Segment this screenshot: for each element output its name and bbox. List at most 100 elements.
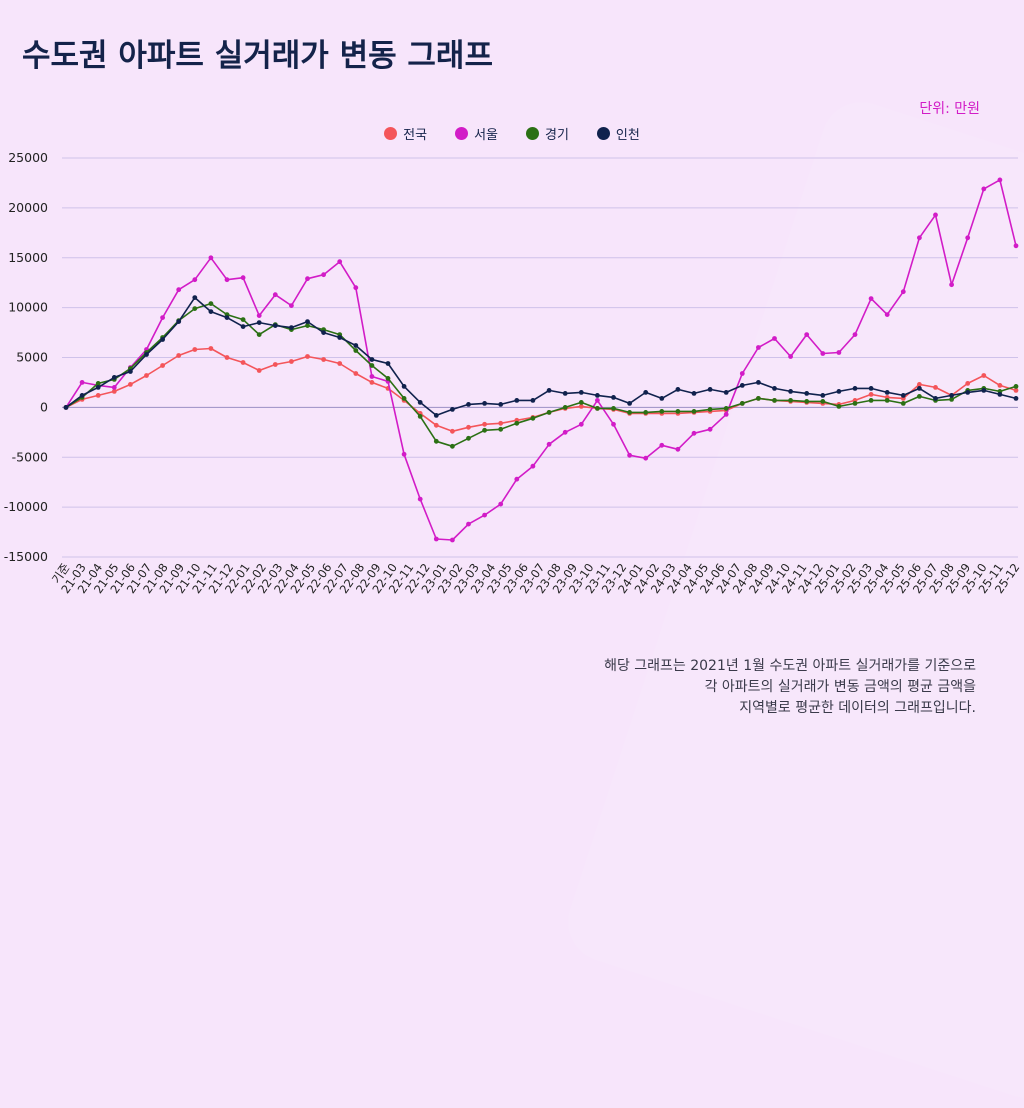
data-point [385,376,391,381]
data-point [691,391,697,396]
data-point [482,421,487,427]
data-point [820,399,826,404]
legend-item: 경기 [526,124,569,143]
data-point [627,410,632,415]
data-point [433,422,439,428]
data-point [466,521,471,527]
data-point [369,380,375,385]
data-point [433,438,439,444]
data-point [772,336,777,341]
data-point [1013,384,1019,389]
chart-legend: 전국 서울 경기 인천 [0,124,1024,143]
data-point [917,394,922,399]
data-point [369,357,375,362]
data-point [756,380,761,385]
data-point [900,289,906,295]
data-point [578,400,584,405]
data-point [530,463,536,469]
note-line: 지역별로 평균한 데이터의 그래프입니다. [739,700,976,716]
data-point [160,337,166,342]
data-point [917,382,922,387]
data-point [756,345,761,350]
data-point [176,287,182,293]
legend-marker [526,127,539,140]
data-point [240,275,246,281]
data-point [127,369,133,374]
data-point [433,536,439,542]
data-point [997,383,1003,388]
data-point [578,390,584,395]
data-point [514,420,520,426]
y-tick-label: 5000 [16,350,48,365]
data-point [659,409,665,414]
data-point [272,323,278,328]
page-title: 수도권 아파트 실거래가 변동 그래프 [22,38,493,74]
data-point [675,387,681,392]
data-point [337,335,343,340]
data-point [820,351,826,356]
legend-item: 서울 [455,124,498,143]
legend-label: 인천 [615,128,640,143]
data-point [353,348,359,353]
data-point [321,357,326,362]
data-point [546,388,552,393]
data-point [546,410,552,415]
data-point [804,332,810,337]
data-point [514,476,520,482]
data-point [160,315,166,320]
y-tick-label: -5000 [12,449,48,464]
data-point [111,389,117,394]
data-point [884,398,890,403]
data-point [868,398,874,403]
data-point [691,430,697,436]
data-point [788,389,793,394]
data-point [321,330,326,335]
data-point [224,315,230,320]
data-point [369,374,375,379]
data-point [353,285,359,291]
data-point [836,389,842,394]
data-point [981,186,987,192]
data-point [772,398,777,403]
data-point [224,277,230,283]
data-point [79,380,85,385]
data-point [659,442,665,448]
data-point [675,409,681,414]
y-tick-label: -15000 [4,549,48,564]
data-point [804,391,810,396]
data-point [917,386,922,391]
data-point [369,363,375,368]
data-point [739,383,745,388]
data-point [852,401,858,406]
data-point [949,393,954,398]
data-point [917,235,922,241]
data-point [965,381,971,386]
series-line [65,296,1017,417]
data-point [498,402,504,407]
data-point [643,410,649,415]
data-point [353,371,359,376]
legend-item: 인천 [596,124,640,143]
legend-label: 서울 [474,128,498,143]
data-point [659,396,665,401]
data-point [450,428,455,434]
data-point [884,312,890,317]
data-point [466,435,471,441]
data-point [965,390,971,395]
data-point [1013,388,1019,393]
data-point [836,404,842,409]
chart-note: 해당 그래프는 2021년 1월 수도권 아파트 실거래가를 기준으로 각 아파트… [416,656,976,719]
data-point [337,259,343,265]
data-point [611,406,616,411]
unit-label: 단위: 만원 [919,101,980,117]
data-point [498,501,504,507]
data-point [95,381,101,386]
data-point [707,426,713,432]
series-line [65,347,1017,433]
data-point [530,415,536,421]
data-point [450,443,455,449]
data-point [417,414,423,419]
data-point [933,212,938,218]
data-point [772,386,777,391]
data-point [95,385,101,390]
